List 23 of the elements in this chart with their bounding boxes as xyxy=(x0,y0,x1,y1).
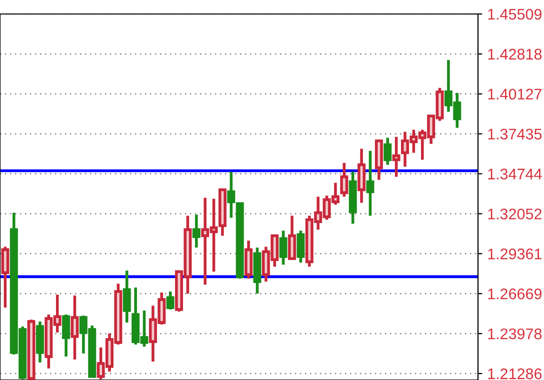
candlestick xyxy=(166,290,174,311)
candlestick xyxy=(1,245,10,309)
y-tick-label: 1.26669 xyxy=(488,288,542,300)
y-tick-label: 1.23978 xyxy=(488,328,542,340)
candlestick xyxy=(296,229,305,264)
y-tick-label: 1.32052 xyxy=(488,208,542,220)
candlestick xyxy=(62,313,70,358)
candlestick xyxy=(288,214,296,262)
candlestick xyxy=(122,269,131,324)
candlestick xyxy=(366,149,374,218)
y-tick-label: 1.29361 xyxy=(488,248,542,260)
y-tick-label: 1.42818 xyxy=(488,48,542,60)
y-tick-label: 1.40127 xyxy=(488,88,542,100)
y-tick-label: 1.45509 xyxy=(488,8,542,20)
candlestick xyxy=(340,161,348,198)
y-tick-label: 1.34744 xyxy=(488,168,542,180)
y-tick-label: 1.21286 xyxy=(488,368,542,380)
candlestick xyxy=(279,229,288,266)
candlestick xyxy=(384,136,392,166)
y-tick-label: 1.37435 xyxy=(488,128,542,140)
candlestick xyxy=(192,213,200,249)
candlestick xyxy=(392,135,400,178)
candlestick xyxy=(70,294,79,361)
